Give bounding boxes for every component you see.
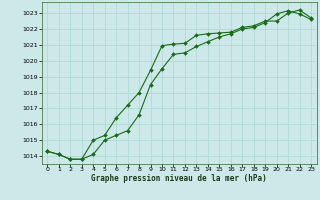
X-axis label: Graphe pression niveau de la mer (hPa): Graphe pression niveau de la mer (hPa)	[91, 174, 267, 183]
